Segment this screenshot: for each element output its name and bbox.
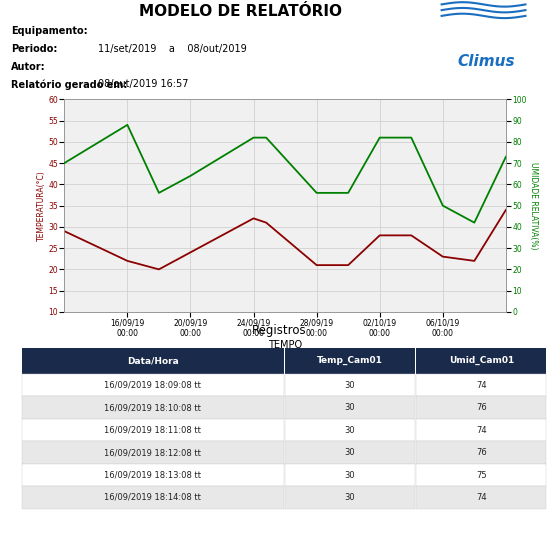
- X-axis label: TEMPO: TEMPO: [268, 340, 302, 351]
- Bar: [22, 442, 284, 464]
- Y-axis label: TEMPERATURA(°C): TEMPERATURA(°C): [36, 170, 45, 241]
- Bar: [416, 464, 547, 486]
- Bar: [22, 486, 284, 509]
- Bar: [22, 374, 284, 396]
- Bar: [416, 396, 547, 419]
- Text: 30: 30: [344, 470, 355, 480]
- Text: 11/set/2019    a    08/out/2019: 11/set/2019 a 08/out/2019: [98, 44, 247, 54]
- Text: Temp_Cam01: Temp_Cam01: [317, 356, 383, 365]
- Text: 16/09/2019 18:14:08 tt: 16/09/2019 18:14:08 tt: [105, 493, 201, 502]
- Text: Climus: Climus: [457, 54, 515, 70]
- Bar: [285, 419, 415, 442]
- Text: 76: 76: [476, 448, 487, 457]
- Bar: [416, 486, 547, 509]
- Bar: [416, 442, 547, 464]
- Text: 74: 74: [476, 426, 486, 434]
- Bar: [416, 419, 547, 442]
- Text: 74: 74: [476, 493, 486, 502]
- Text: 76: 76: [476, 403, 487, 412]
- Text: 30: 30: [344, 381, 355, 390]
- Bar: [22, 348, 284, 374]
- Bar: [22, 396, 284, 419]
- Text: 16/09/2019 18:11:08 tt: 16/09/2019 18:11:08 tt: [105, 426, 201, 434]
- Bar: [285, 464, 415, 486]
- Text: 16/09/2019 18:09:08 tt: 16/09/2019 18:09:08 tt: [105, 381, 201, 390]
- Text: 74: 74: [476, 381, 486, 390]
- Bar: [285, 348, 415, 374]
- Bar: [416, 348, 547, 374]
- Y-axis label: UMIDADE RELATIVA(%): UMIDADE RELATIVA(%): [529, 162, 538, 250]
- Bar: [22, 464, 284, 486]
- Text: 08/out/2019 16:57: 08/out/2019 16:57: [98, 79, 188, 89]
- Bar: [285, 396, 415, 419]
- Bar: [22, 419, 284, 442]
- Bar: [416, 374, 547, 396]
- Text: 16/09/2019 18:13:08 tt: 16/09/2019 18:13:08 tt: [105, 470, 201, 480]
- Text: Autor:: Autor:: [11, 62, 46, 72]
- Text: MODELO DE RELATÓRIO: MODELO DE RELATÓRIO: [139, 4, 342, 19]
- Text: 16/09/2019 18:12:08 tt: 16/09/2019 18:12:08 tt: [105, 448, 201, 457]
- Text: Registros: Registros: [252, 323, 307, 337]
- Bar: [285, 442, 415, 464]
- Text: 16/09/2019 18:10:08 tt: 16/09/2019 18:10:08 tt: [105, 403, 201, 412]
- Text: Data/Hora: Data/Hora: [127, 357, 179, 365]
- Text: 30: 30: [344, 493, 355, 502]
- Text: 30: 30: [344, 426, 355, 434]
- Bar: [285, 374, 415, 396]
- Text: Equipamento:: Equipamento:: [11, 26, 88, 36]
- Bar: [285, 486, 415, 509]
- Text: 30: 30: [344, 403, 355, 412]
- Text: Relatório gerado em:: Relatório gerado em:: [11, 79, 127, 90]
- Text: Umid_Cam01: Umid_Cam01: [449, 356, 514, 365]
- Text: 75: 75: [476, 470, 486, 480]
- Text: 30: 30: [344, 448, 355, 457]
- Text: Periodo:: Periodo:: [11, 44, 58, 54]
